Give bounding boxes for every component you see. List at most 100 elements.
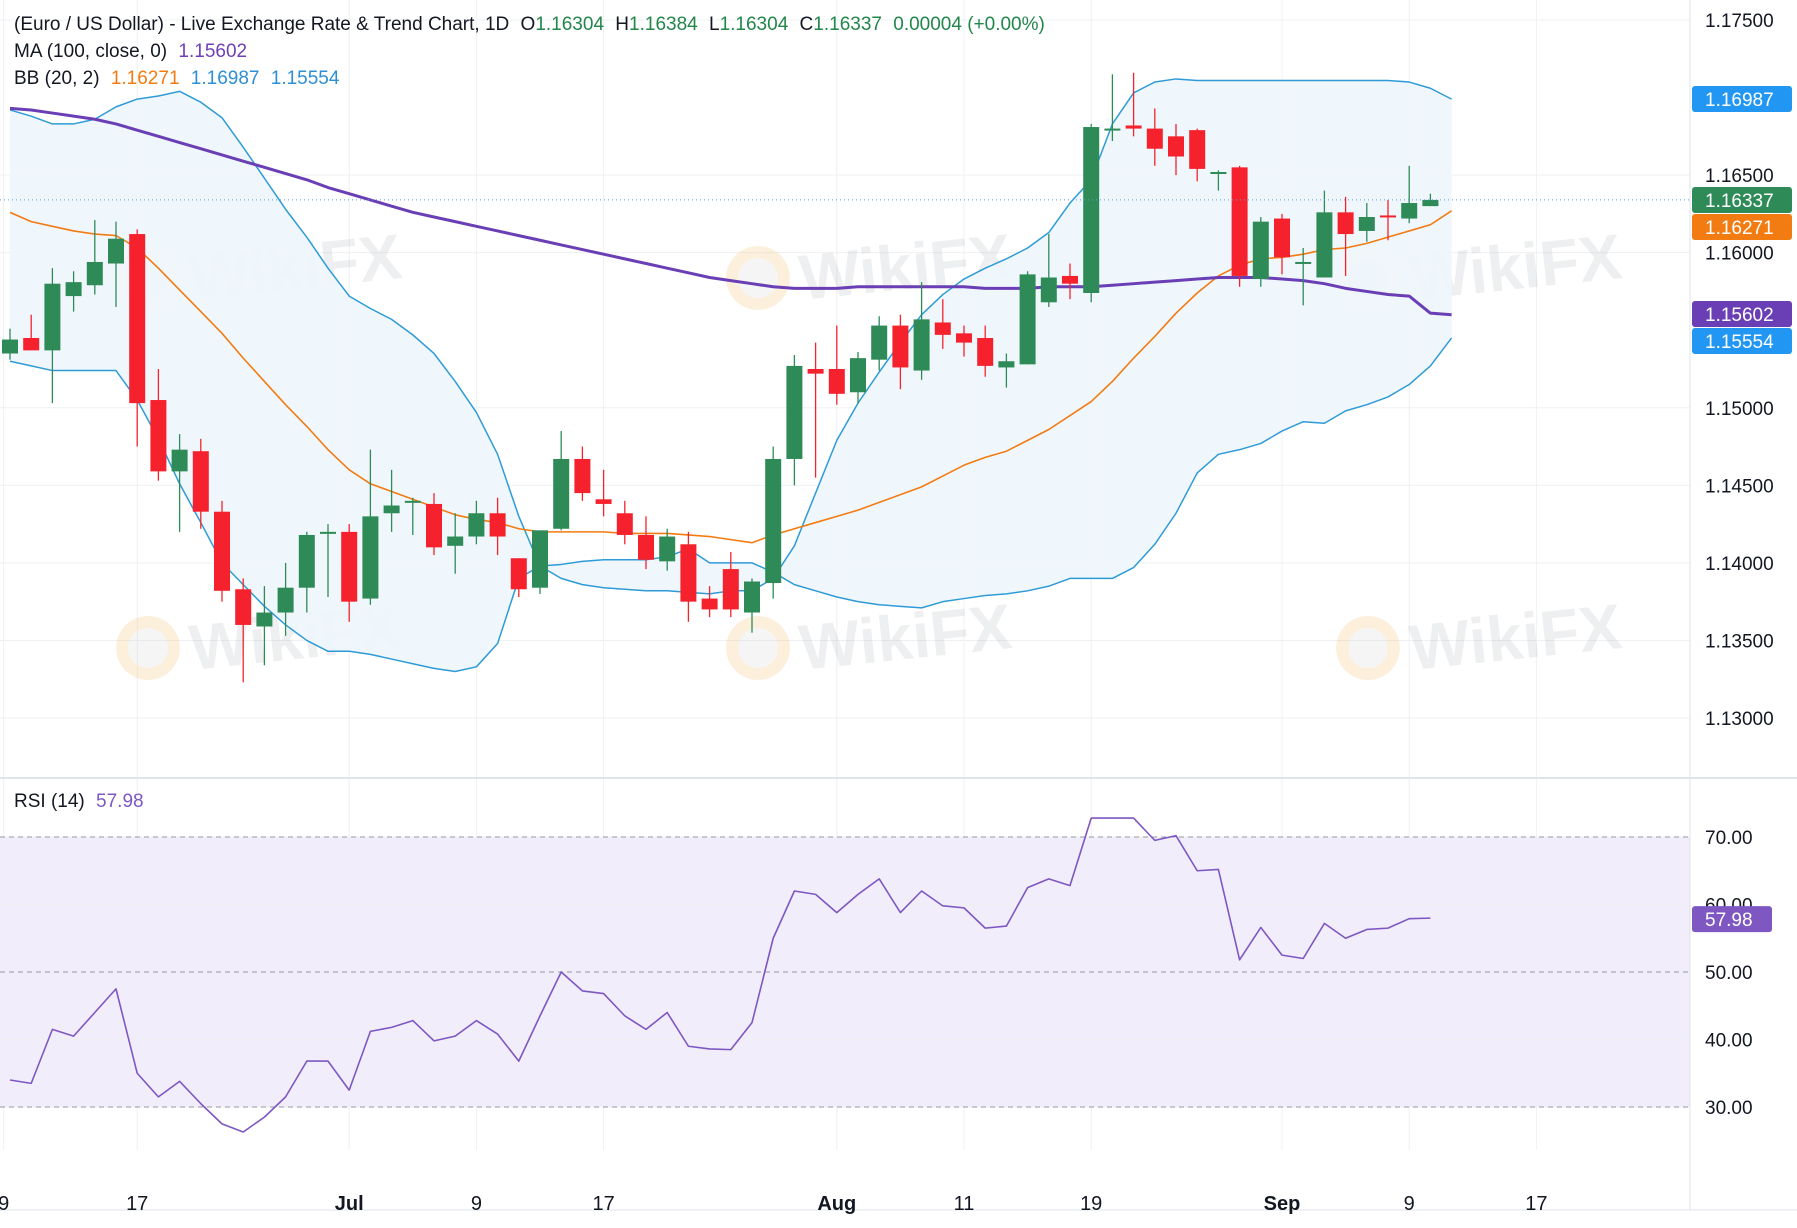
- candle: [468, 500, 485, 545]
- candle: [235, 578, 252, 683]
- candle-body: [1146, 128, 1163, 149]
- candle: [680, 531, 697, 622]
- ohlc-low: L1.16304: [709, 14, 789, 35]
- candle: [1316, 190, 1333, 278]
- x-axis-tick-label: 9: [0, 1193, 9, 1215]
- price-axis-tick-label: 1.13000: [1705, 709, 1774, 730]
- candle: [659, 528, 676, 571]
- price-axis-tick-label: 1.15000: [1705, 399, 1774, 420]
- candle: [616, 500, 633, 545]
- candle: [1062, 263, 1078, 300]
- candle-body: [1274, 218, 1290, 258]
- candle: [341, 524, 358, 622]
- rsi-axis-tick-label: 40.00: [1705, 1031, 1753, 1052]
- candle-body: [744, 581, 760, 613]
- candle: [1295, 248, 1312, 306]
- candle-body: [956, 333, 972, 343]
- bb-lower-value: 1.15554: [270, 68, 340, 89]
- price-axis-tick-label: 1.17500: [1705, 11, 1774, 32]
- bb-upper-value: 1.16987: [190, 68, 260, 89]
- candle-body: [871, 325, 888, 360]
- candle-body: [192, 451, 209, 512]
- candle-body: [1062, 275, 1078, 284]
- candle: [1040, 234, 1057, 307]
- rsi-legend[interactable]: RSI (14) 57.98: [14, 791, 150, 813]
- price-marker-box: [1692, 328, 1792, 354]
- bb-legend[interactable]: BB (20, 2) 1.16271 1.16987 1.15554: [14, 68, 345, 90]
- candle-body: [934, 322, 951, 335]
- ohlc-change: 0.00004 (+0.00%): [893, 14, 1045, 35]
- candle: [150, 369, 167, 481]
- candle: [1146, 108, 1163, 166]
- candle-body: [404, 500, 421, 503]
- candle-body: [1252, 221, 1269, 280]
- candle-body: [680, 544, 697, 602]
- x-axis-tick-label: Jul: [335, 1193, 364, 1215]
- candle: [1274, 213, 1290, 275]
- candle: [1252, 216, 1269, 287]
- x-axis-tick-label: 9: [471, 1193, 482, 1215]
- candle: [65, 271, 82, 312]
- candle-body: [722, 569, 739, 610]
- candle: [638, 516, 654, 570]
- candle: [1210, 170, 1227, 191]
- candle: [1401, 165, 1418, 224]
- candle: [510, 558, 527, 598]
- candle: [129, 229, 146, 447]
- rsi-marker-label: 57.98: [1705, 910, 1753, 931]
- price-marker-label: 1.15554: [1705, 332, 1774, 353]
- x-axis-tick-label: 17: [1525, 1193, 1547, 1215]
- ohlc-close: C1.16337: [799, 14, 882, 35]
- candle-body: [129, 234, 146, 404]
- ma-legend[interactable]: MA (100, close, 0) 1.15602: [14, 41, 257, 63]
- watermark-icon: [1336, 616, 1400, 680]
- candle: [1168, 123, 1184, 176]
- candle-body: [616, 513, 633, 535]
- candle-body: [1337, 212, 1354, 235]
- candle-body: [977, 337, 994, 366]
- candle-body: [1125, 125, 1142, 129]
- candle-body: [1189, 130, 1206, 169]
- price-axis-tick-label: 1.16500: [1705, 166, 1774, 187]
- bb-basis-line: [9, 210, 1453, 544]
- candle-body: [659, 536, 676, 562]
- rsi-marker: 57.98: [1692, 906, 1772, 933]
- candle: [320, 524, 336, 598]
- candle-body: [362, 516, 379, 599]
- candle-body: [765, 458, 782, 584]
- watermark-icon: [726, 616, 790, 680]
- candle-body: [807, 369, 824, 374]
- candle: [765, 446, 782, 599]
- candle-body: [913, 319, 930, 371]
- price-axis-tick-label: 1.16000: [1705, 244, 1774, 265]
- candle-body: [1019, 274, 1036, 365]
- candle-body: [1210, 172, 1227, 175]
- candle: [1125, 72, 1142, 137]
- candle-body: [1358, 216, 1375, 231]
- candle-body: [86, 261, 103, 286]
- x-axis-tick-label: Sep: [1264, 1193, 1301, 1215]
- price-marker-label: 1.15602: [1705, 305, 1774, 326]
- chart-legend-title: (Euro / US Dollar) - Live Exchange Rate …: [14, 14, 1051, 36]
- price-marker: 1.15554: [1692, 328, 1792, 354]
- price-marker-box: [1692, 214, 1792, 240]
- candle-body: [1040, 277, 1057, 303]
- bb-label: BB (20, 2): [14, 68, 100, 89]
- candle-body: [786, 365, 803, 459]
- candle: [383, 469, 400, 532]
- candle: [553, 431, 570, 531]
- price-marker: 1.15602: [1692, 301, 1792, 327]
- x-axis-tick-label: 17: [592, 1193, 614, 1215]
- rsi-line: [9, 817, 1431, 1133]
- candle: [595, 469, 612, 517]
- x-axis-tick-label: 9: [1404, 1193, 1415, 1215]
- candle: [1358, 203, 1375, 242]
- candle-body: [256, 612, 273, 627]
- candle: [108, 221, 124, 307]
- candle: [1380, 199, 1396, 241]
- candle: [956, 325, 972, 357]
- candle-body: [1295, 261, 1312, 264]
- price-marker-box: [1692, 86, 1792, 112]
